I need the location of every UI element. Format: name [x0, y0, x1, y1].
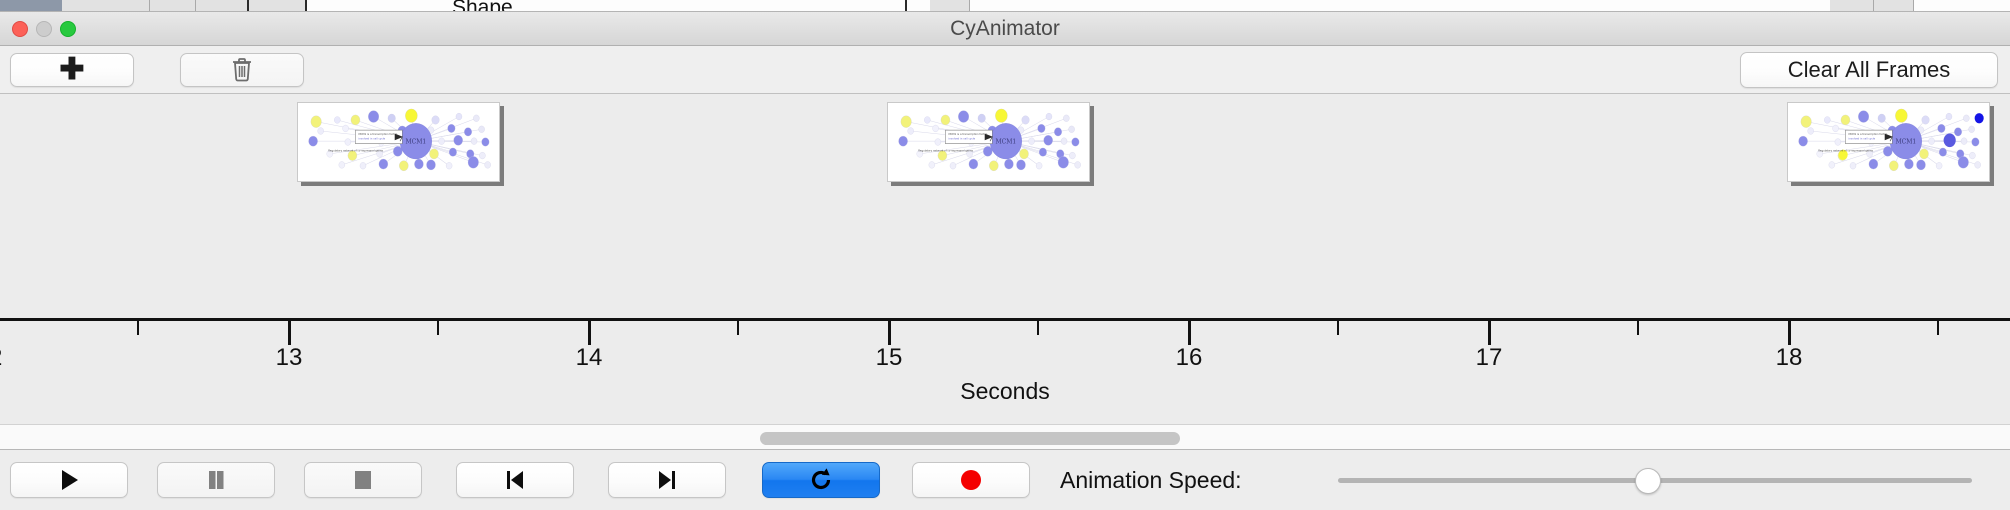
- trash-icon: [233, 58, 251, 82]
- delete-frame-button[interactable]: [180, 53, 304, 87]
- timeline-scrollbar[interactable]: [0, 424, 2010, 450]
- background-tick: [905, 0, 907, 11]
- timeline-tick-major: [588, 321, 591, 345]
- minimize-button-icon[interactable]: [36, 21, 52, 37]
- background-tab: [930, 0, 970, 11]
- timeline-tick-label: 17: [1475, 344, 1503, 371]
- timeline-tick-label: 14: [575, 344, 603, 371]
- skip-back-button[interactable]: [456, 462, 574, 498]
- timeline-tick-major: [1788, 321, 1791, 345]
- timeline-scrollbar-thumb[interactable]: [760, 432, 1180, 445]
- stop-icon: [355, 471, 371, 489]
- toolbar: ✚ Clear All Frames: [0, 46, 2010, 94]
- svg-text:involved in cell cycle: involved in cell cycle: [1848, 136, 1875, 140]
- frame-thumbnail[interactable]: MCM1 MCM1 is a transcription factor invo…: [887, 102, 1090, 182]
- window-title: CyAnimator: [950, 17, 1060, 40]
- play-button[interactable]: [10, 462, 128, 498]
- timeline-tick-minor: [437, 321, 439, 335]
- record-icon: [961, 470, 981, 490]
- window-controls: [12, 21, 76, 37]
- plus-icon: ✚: [59, 53, 85, 86]
- background-tab: [1830, 0, 1874, 11]
- skip-forward-icon: [659, 471, 675, 489]
- svg-text:Regulatory network of co-expre: Regulatory network of co-expressed genes: [918, 148, 973, 152]
- record-button[interactable]: [912, 462, 1030, 498]
- timeline-tick-minor: [737, 321, 739, 335]
- timeline-tick-major: [1188, 321, 1191, 345]
- svg-text:involved in cell cycle: involved in cell cycle: [358, 136, 385, 140]
- svg-text:Regulatory network of co-expre: Regulatory network of co-expressed genes: [328, 148, 383, 152]
- playback-controls: Animation Speed:: [0, 450, 2010, 510]
- animation-speed-slider-thumb[interactable]: [1635, 468, 1661, 494]
- skip-forward-button[interactable]: [608, 462, 726, 498]
- svg-text:MCM1 is a transcription factor: MCM1 is a transcription factor: [1848, 132, 1887, 136]
- frame-thumbnail[interactable]: MCM1 MCM1 is a transcription factor invo…: [297, 102, 500, 182]
- loop-button[interactable]: [762, 462, 880, 498]
- zoom-button-icon[interactable]: [60, 21, 76, 37]
- stop-button[interactable]: [304, 462, 422, 498]
- timeline-frame-area[interactable]: MCM1 MCM1 is a transcription factor invo…: [0, 94, 2010, 424]
- pause-icon: [209, 471, 224, 489]
- background-tick: [305, 0, 307, 11]
- clear-all-frames-button[interactable]: Clear All Frames: [1740, 52, 1998, 88]
- timeline-tick-minor: [1937, 321, 1939, 335]
- cyanimator-window: CyAnimator ✚ Clear All Frames MCM1 M: [0, 12, 2010, 510]
- timeline-tick-label: 13: [275, 344, 303, 371]
- pause-button[interactable]: [157, 462, 275, 498]
- play-icon: [62, 470, 78, 490]
- skip-back-icon: [507, 471, 523, 489]
- background-window-label: Shape: [452, 0, 513, 12]
- svg-text:Regulatory network of co-expre: Regulatory network of co-expressed genes: [1818, 148, 1873, 152]
- background-tab: [248, 0, 306, 11]
- svg-text:MCM1 is a transcription factor: MCM1 is a transcription factor: [948, 132, 987, 136]
- timeline-axis-line: [0, 318, 2010, 321]
- svg-text:MCM1: MCM1: [1895, 137, 1916, 145]
- svg-text:MCM1: MCM1: [995, 137, 1016, 145]
- add-frame-button[interactable]: ✚: [10, 53, 134, 87]
- timeline-tick-minor: [137, 321, 139, 335]
- timeline-tick-label: 15: [875, 344, 903, 371]
- timeline-tick-major: [1488, 321, 1491, 345]
- timeline-axis-title: Seconds: [960, 378, 1050, 404]
- animation-speed-label: Animation Speed:: [1060, 467, 1242, 493]
- timeline-tick-label: 18: [1775, 344, 1803, 371]
- background-window-sidebar: [0, 0, 62, 11]
- background-tab: [62, 0, 150, 11]
- timeline-tick-minor: [1037, 321, 1039, 335]
- background-tab: [196, 0, 248, 11]
- background-tick: [247, 0, 249, 11]
- clear-all-frames-label: Clear All Frames: [1787, 57, 1951, 82]
- close-button-icon[interactable]: [12, 21, 28, 37]
- timeline-tick-major: [288, 321, 291, 345]
- frame-thumbnail[interactable]: MCM1 MCM1 is a transcription factor invo…: [1787, 102, 1990, 182]
- timeline-tick-label: 16: [1175, 344, 1203, 371]
- background-tab: [150, 0, 196, 11]
- background-tab: [1874, 0, 1914, 11]
- timeline-tick-label: 12: [0, 344, 2, 372]
- titlebar: CyAnimator: [0, 12, 2010, 46]
- background-window: Shape: [0, 0, 2010, 12]
- svg-text:involved in cell cycle: involved in cell cycle: [948, 136, 975, 140]
- timeline-tick-major: [888, 321, 891, 345]
- timeline-tick-minor: [1637, 321, 1639, 335]
- svg-text:MCM1 is a transcription factor: MCM1 is a transcription factor: [358, 132, 397, 136]
- loop-icon: [811, 468, 831, 490]
- svg-text:MCM1: MCM1: [405, 137, 426, 145]
- timeline-tick-minor: [1337, 321, 1339, 335]
